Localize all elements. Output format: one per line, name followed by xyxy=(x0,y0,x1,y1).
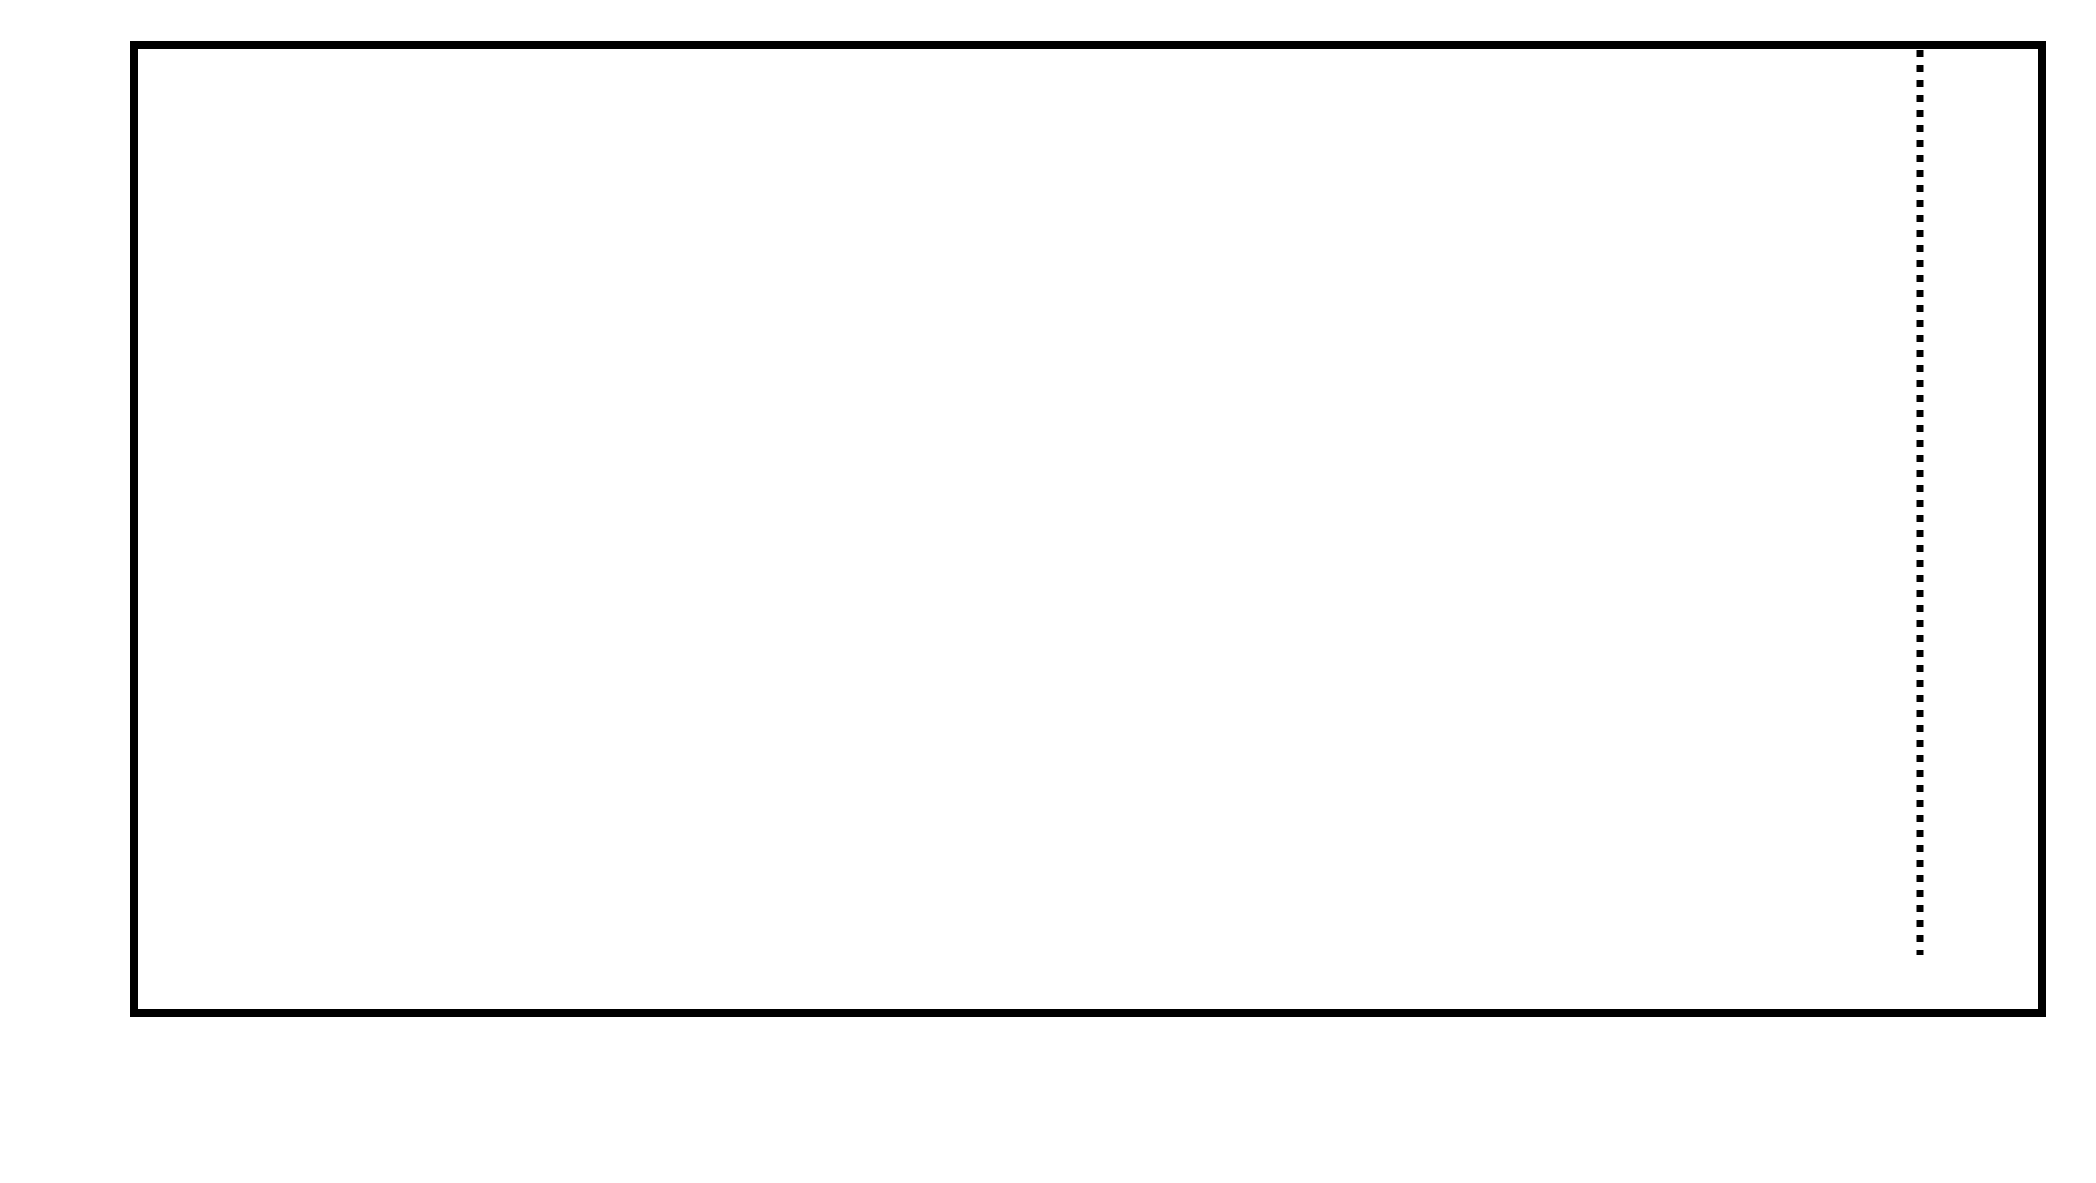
legend xyxy=(1360,223,1463,377)
plot-frame xyxy=(130,41,2046,1017)
